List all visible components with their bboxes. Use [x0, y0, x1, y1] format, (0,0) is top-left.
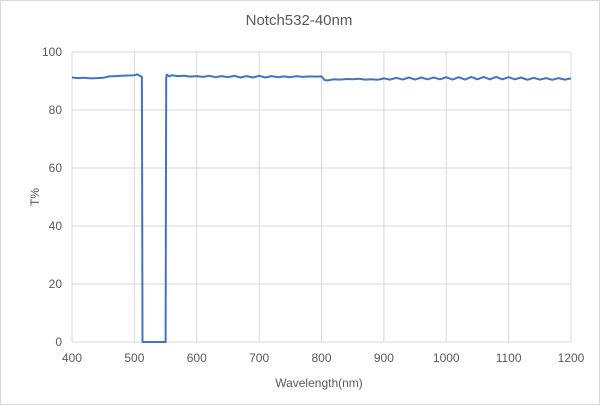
x-tick-label: 500: [124, 351, 144, 365]
y-tick-label: 0: [55, 335, 62, 349]
x-tick-label: 600: [187, 351, 207, 365]
x-tick-label: 900: [374, 351, 394, 365]
x-tick-label: 1000: [433, 351, 460, 365]
y-tick-label: 100: [42, 45, 62, 59]
transmission-series-line: [71, 73, 572, 343]
x-tick-label: 700: [249, 351, 269, 365]
chart-title: Notch532-40nm: [246, 12, 353, 29]
x-tick-label: 1200: [558, 351, 585, 365]
x-tick-label: 1100: [496, 351, 522, 365]
x-axis-label: Wavelength(nm): [275, 376, 363, 390]
y-tick-label: 60: [49, 161, 63, 175]
y-axis-label: T%: [28, 188, 42, 206]
x-tick-label: 400: [62, 351, 82, 365]
y-tick-label: 80: [49, 103, 63, 117]
y-tick-label: 20: [49, 277, 63, 291]
x-tick-label: 800: [311, 351, 331, 365]
y-tick-label: 40: [49, 219, 63, 233]
